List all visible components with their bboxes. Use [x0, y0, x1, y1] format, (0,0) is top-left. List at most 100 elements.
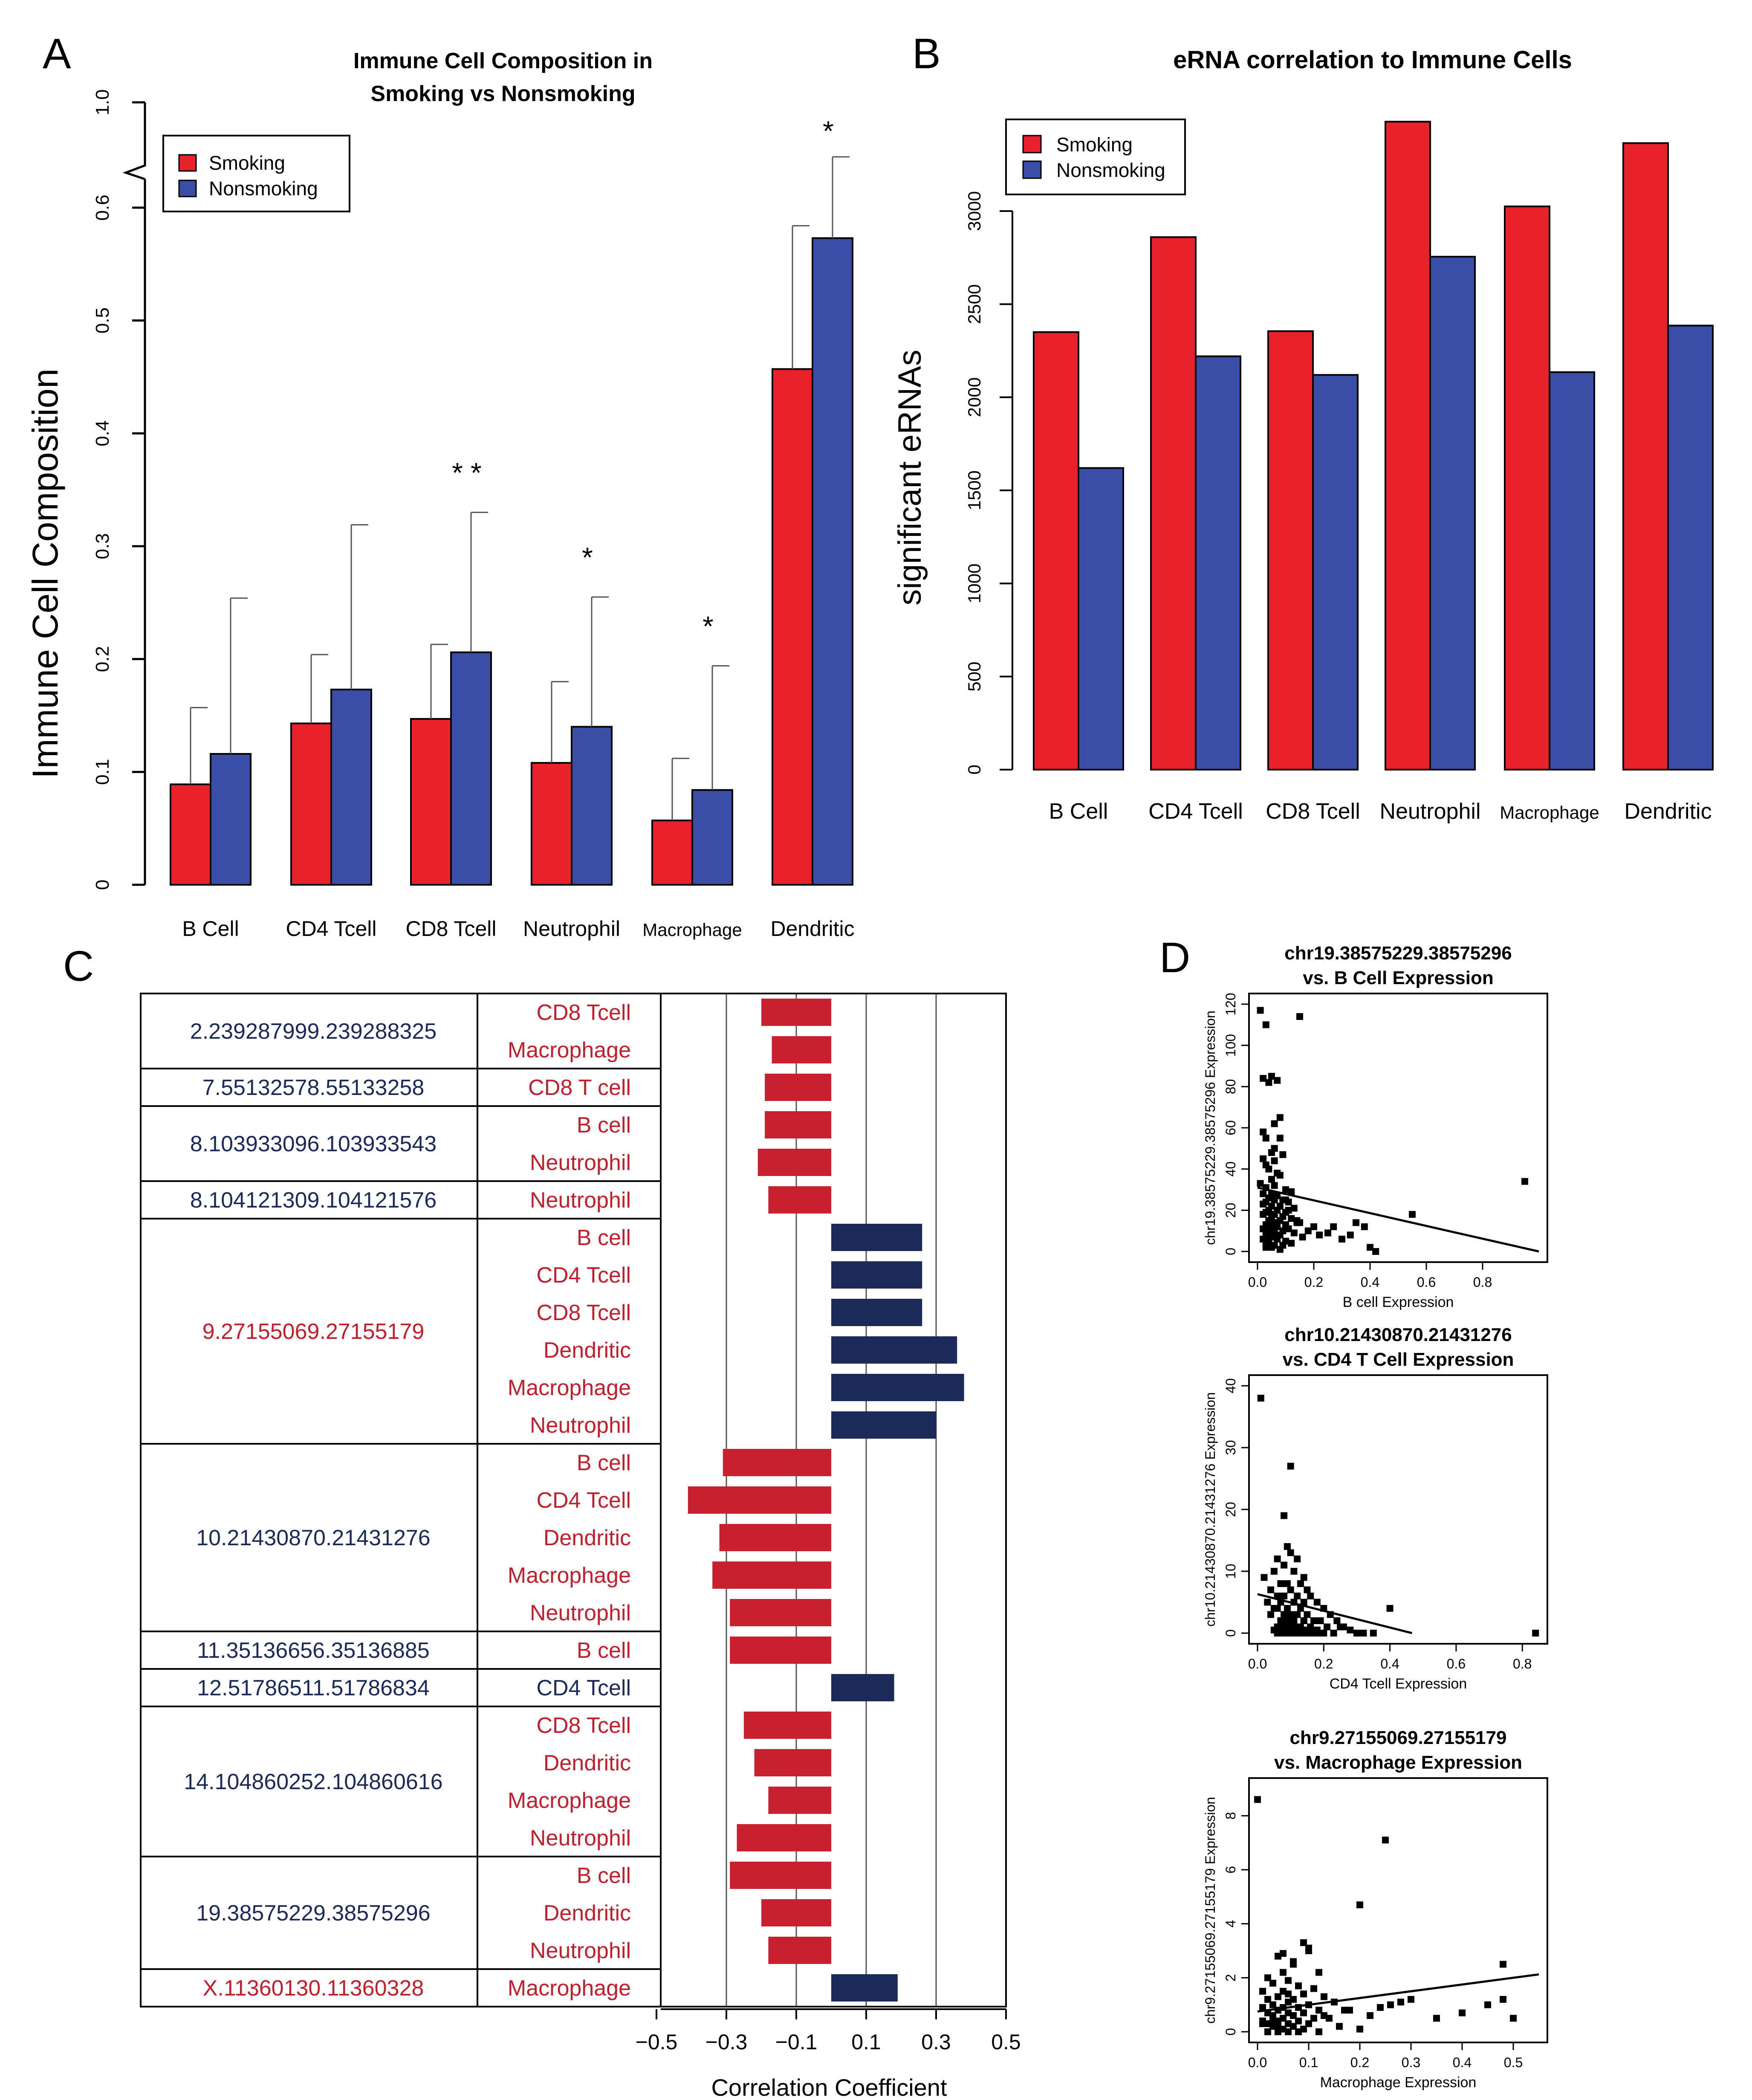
cell-type-label: Dendritic [544, 1526, 631, 1550]
y-tick-label: 4 [1223, 1920, 1238, 1928]
data-point [1290, 1630, 1298, 1637]
y-tick-label: 1000 [964, 564, 984, 603]
data-point [1300, 1617, 1307, 1624]
y-tick-label: 60 [1223, 1120, 1238, 1135]
bar-nonsmoking [1312, 374, 1359, 770]
data-point [1397, 1999, 1404, 2006]
erna-label: 19.38575229.38575296 [196, 1901, 430, 1926]
panel-b: B eRNA correlation to Immune Cells signi… [892, 30, 1714, 824]
data-point [1382, 1836, 1389, 1844]
legend-label: Nonsmoking [1056, 159, 1165, 181]
negative-correlation-bar [730, 1599, 831, 1626]
cell-type-label: CD8 Tcell [536, 1713, 631, 1738]
panel-letter-d: D [1159, 934, 1190, 982]
y-tick-label: 0.6 [92, 194, 113, 220]
data-point [1356, 2025, 1363, 2033]
y-tick-label: 40 [1223, 1162, 1238, 1177]
x-tick-label: 0.5 [991, 2030, 1021, 2054]
x-tick-label: Macrophage [1500, 802, 1599, 823]
cell-type-label: B cell [577, 1225, 631, 1250]
data-point [1276, 1114, 1284, 1121]
y-tick-label: 80 [1223, 1079, 1238, 1095]
data-point [1387, 2001, 1394, 2008]
negative-correlation-bar [712, 1561, 831, 1589]
cell-type-label: B cell [577, 1113, 631, 1138]
negative-correlation-bar [768, 1787, 831, 1814]
scatter-ylabel: chr9.27155069.27155179 Expression [1203, 1797, 1218, 2024]
erna-label: 8.103933096.103933543 [190, 1132, 437, 1156]
data-point [1287, 1549, 1294, 1556]
x-tick-label: −0.5 [636, 2030, 678, 2054]
data-point [1433, 2015, 1440, 2022]
data-point [1260, 1211, 1267, 1218]
scatter-title-line2: vs. B Cell Expression [1303, 967, 1494, 988]
bar-nonsmoking [1667, 324, 1714, 770]
data-point [1281, 1512, 1288, 1519]
bar-nonsmoking [1078, 467, 1124, 770]
y-tick-label: 0 [1223, 1629, 1238, 1637]
y-tick-label: 1500 [964, 470, 984, 510]
data-point [1262, 1237, 1269, 1245]
data-point [1275, 2028, 1281, 2035]
data-point [1295, 2017, 1302, 2025]
x-tick-label: 0.4 [1380, 1656, 1399, 1671]
bar-nonsmoking [691, 789, 733, 886]
x-tick-label: 0.2 [1350, 2055, 1369, 2070]
y-tick-label: 3000 [964, 191, 984, 231]
bar-smoking [651, 820, 693, 886]
cell-type-label: Macrophage [508, 1976, 631, 2001]
x-tick-label: CD4 Tcell [286, 917, 376, 941]
negative-correlation-bar [768, 1186, 831, 1214]
data-point [1315, 2007, 1322, 2014]
erna-label: 9.27155069.27155179 [202, 1319, 425, 1344]
panel-b-legend: Smoking Nonsmoking [1005, 119, 1186, 195]
bar-smoking [170, 783, 211, 886]
cell-type-label: B cell [577, 1451, 631, 1475]
data-point [1304, 1611, 1311, 1618]
data-point [1532, 1630, 1539, 1637]
data-point [1297, 1605, 1304, 1612]
data-point [1290, 2023, 1297, 2030]
negative-correlation-bar [772, 1036, 831, 1063]
positive-correlation-bar [831, 1261, 922, 1289]
bar-nonsmoking [210, 753, 252, 886]
data-point [1304, 1227, 1312, 1234]
data-point [1367, 1244, 1373, 1251]
data-point [1339, 1236, 1345, 1243]
regression-line [1257, 1186, 1539, 1253]
data-point [1310, 1985, 1317, 1992]
data-point [1271, 1182, 1278, 1189]
positive-correlation-bar [831, 1411, 936, 1439]
negative-correlation-bar [737, 1824, 831, 1851]
x-tick-label: −0.1 [775, 2030, 818, 2054]
cell-type-label: CD8 Tcell [536, 1000, 631, 1025]
data-point [1459, 2009, 1466, 2016]
data-point [1300, 2009, 1307, 2016]
cell-type-label: Dendritic [544, 1338, 631, 1363]
data-point [1271, 1157, 1278, 1164]
cell-type-label: Neutrophil [530, 1938, 631, 1963]
panel-c: C 2.239287999.239288325 CD8 Tcell Macropha… [63, 942, 1021, 2100]
data-point [1321, 2012, 1327, 2019]
data-point [1500, 1961, 1506, 1968]
data-point [1285, 1990, 1292, 1998]
data-point [1257, 1180, 1264, 1187]
data-point [1290, 1961, 1297, 1968]
cell-type-label: B cell [577, 1863, 631, 1888]
scatter-title-line1: chr10.21430870.21431276 [1284, 1324, 1512, 1345]
regression-line [1257, 1593, 1412, 1634]
data-point [1260, 1190, 1267, 1197]
data-point [1313, 1599, 1321, 1606]
data-point [1264, 1599, 1271, 1606]
panel-letter-b: B [912, 30, 941, 78]
data-point [1274, 1630, 1281, 1637]
data-point [1284, 1543, 1291, 1550]
data-point [1377, 2004, 1384, 2011]
data-point [1330, 1223, 1337, 1230]
data-point [1262, 1135, 1269, 1142]
panel-b-bars [1033, 121, 1714, 771]
legend-swatch [178, 154, 197, 172]
y-tick-label: 0.4 [92, 420, 113, 446]
negative-correlation-bar [730, 1862, 831, 1889]
data-point [1290, 2012, 1297, 2019]
